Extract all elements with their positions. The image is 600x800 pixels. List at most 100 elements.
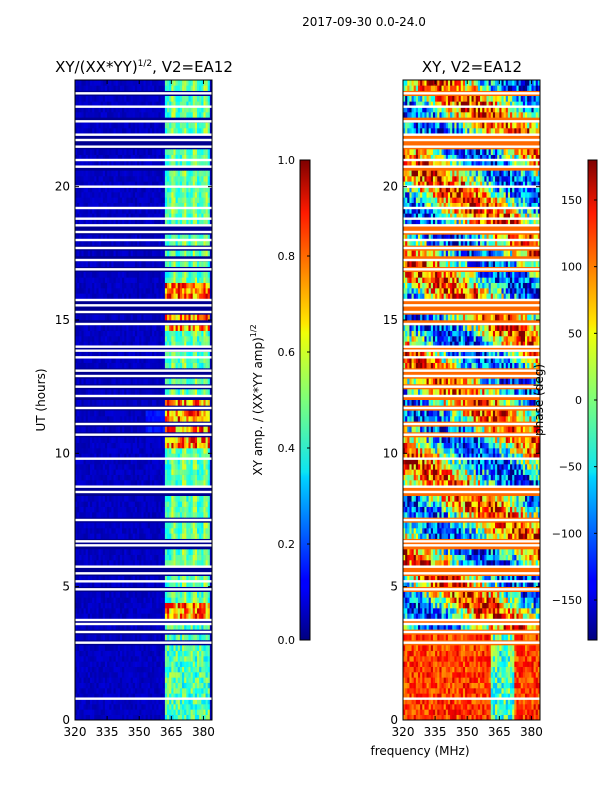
heatmap-cell [81, 613, 84, 619]
heatmap-cell [156, 336, 159, 342]
heatmap-cell [179, 202, 183, 209]
heatmap-cell [124, 608, 127, 614]
heatmap-cell [115, 357, 119, 363]
heatmap-cell [111, 416, 114, 422]
heatmap-cell [113, 592, 116, 598]
heatmap-cell [160, 186, 164, 193]
heatmap-cell [154, 330, 157, 337]
heatmap-cell [81, 378, 84, 385]
heatmap-cell [107, 416, 110, 422]
heatmap-cell [175, 474, 179, 481]
heatmap-cell [192, 576, 196, 582]
heatmap-cell [139, 234, 142, 241]
heatmap-cell [188, 197, 191, 203]
heatmap-cell [197, 314, 200, 321]
heatmap-cell [85, 400, 89, 406]
heatmap-cell [77, 688, 80, 694]
heatmap-cell [124, 282, 127, 289]
heatmap-cell [130, 208, 134, 214]
heatmap-cell [199, 698, 202, 705]
heatmap-cell [194, 250, 198, 257]
heatmap-cell [152, 330, 155, 337]
heatmap-cell [160, 528, 164, 534]
heatmap-cell [137, 576, 140, 582]
heatmap-cell [75, 277, 78, 283]
heatmap-cell [184, 634, 187, 641]
heatmap-cell [177, 581, 181, 587]
heatmap-cell [130, 378, 134, 385]
heatmap-cell [102, 192, 106, 198]
heatmap-cell [117, 709, 121, 715]
heatmap-cell [124, 202, 127, 209]
heatmap-cell [173, 666, 176, 673]
heatmap-cell [89, 496, 93, 502]
heatmap-cell [188, 512, 191, 518]
heatmap-cell [201, 469, 204, 475]
heatmap-cell [141, 213, 144, 219]
heatmap-cell [201, 176, 204, 182]
heatmap-cell [107, 282, 110, 289]
heatmap-cell [96, 437, 99, 443]
heatmap-cell [205, 496, 209, 502]
heatmap-cell [184, 186, 187, 193]
heatmap-cell [128, 645, 131, 651]
heatmap-cell [124, 197, 127, 203]
heatmap-cell [132, 362, 136, 369]
heatmap-cell [122, 661, 125, 667]
heatmap-cell [100, 602, 104, 609]
heatmap-cell [100, 608, 104, 614]
heatmap-cell [188, 288, 191, 294]
heatmap-cell [85, 480, 89, 486]
heatmap-cell [194, 218, 198, 225]
heatmap-cell [188, 608, 191, 614]
heatmap-cell [169, 442, 172, 449]
heatmap-cell [169, 709, 172, 715]
heatmap-cell [184, 416, 187, 422]
heatmap-cell [197, 608, 200, 614]
heatmap-cell [107, 634, 110, 641]
heatmap-cell [94, 650, 97, 657]
heatmap-cell [186, 261, 189, 267]
heatmap-cell [199, 650, 202, 657]
heatmap-cell [126, 709, 129, 715]
heatmap-cell [160, 234, 164, 241]
heatmap-cell [209, 282, 212, 289]
heatmap-cell [171, 389, 174, 395]
heatmap-cell [115, 293, 119, 299]
heatmap-cell [141, 426, 144, 433]
heatmap-cell [160, 698, 164, 705]
heatmap-cell [117, 474, 121, 481]
heatmap-cell [119, 442, 123, 449]
heatmap-cell [156, 650, 159, 657]
heatmap-cell [102, 522, 106, 529]
heatmap-cell [126, 501, 129, 507]
heatmap-cell [158, 272, 161, 278]
heatmap-cell [134, 554, 138, 561]
heatmap-cell [201, 608, 204, 614]
heatmap-cell [147, 336, 151, 342]
heatmap-cell [154, 192, 157, 198]
heatmap-cell [117, 704, 121, 710]
heatmap-cell [100, 645, 104, 651]
heatmap-cell [87, 442, 91, 449]
heatmap-cell [160, 522, 164, 529]
heatmap-cell [205, 469, 209, 475]
heatmap-cell [147, 506, 151, 513]
heatmap-cell [167, 624, 170, 630]
heatmap-cell [109, 170, 112, 177]
heatmap-cell [85, 656, 89, 662]
heatmap-cell [89, 512, 93, 518]
heatmap-cell [92, 656, 95, 662]
heatmap-cell [205, 186, 209, 193]
heatmap-cell [117, 261, 121, 267]
heatmap-cell [124, 336, 127, 342]
heatmap-cell [179, 336, 183, 342]
heatmap-cell [134, 330, 138, 337]
heatmap-cell [77, 181, 80, 187]
heatmap-cell [134, 469, 138, 475]
heatmap-cell [102, 378, 106, 385]
heatmap-cell [158, 613, 161, 619]
heatmap-cell [115, 400, 119, 406]
heatmap-cell [119, 170, 123, 177]
heatmap-cell [164, 560, 168, 566]
